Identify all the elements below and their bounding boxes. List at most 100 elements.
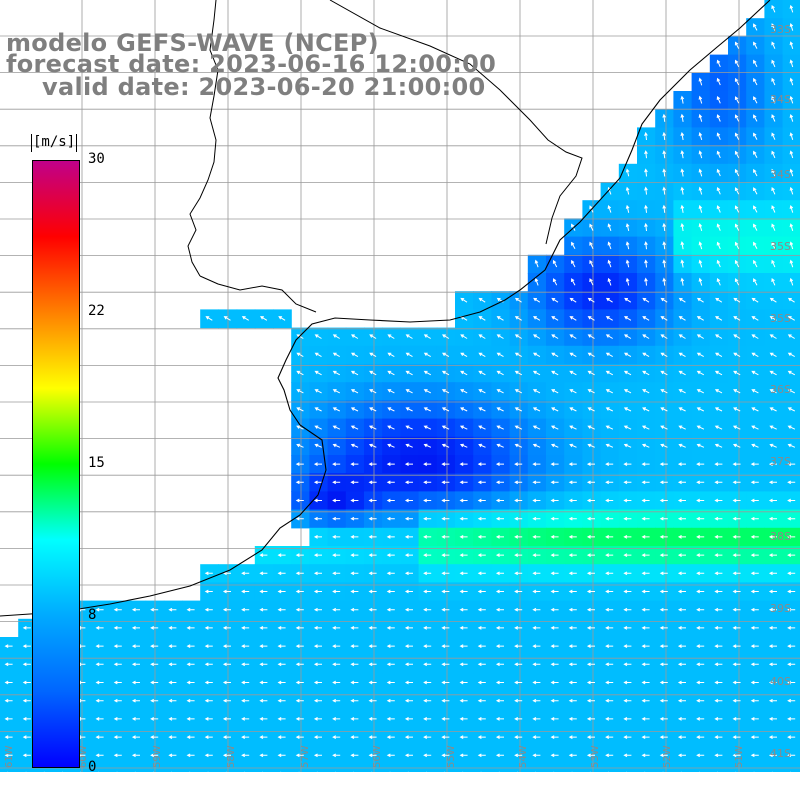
wind-arrow bbox=[787, 407, 796, 412]
wind-arrow bbox=[478, 352, 486, 358]
wind-arrow bbox=[423, 644, 432, 648]
latitude-label: 33S bbox=[770, 23, 791, 36]
wind-arrow bbox=[131, 662, 140, 667]
wind-arrow bbox=[769, 425, 777, 430]
wind-arrow bbox=[460, 352, 468, 358]
wind-arrow bbox=[113, 698, 122, 703]
wind-arrow bbox=[569, 316, 577, 321]
wind-arrow bbox=[644, 204, 648, 213]
wind-arrow bbox=[150, 662, 159, 667]
wind-arrow bbox=[442, 334, 450, 339]
wind-arrow bbox=[586, 698, 595, 703]
wind-arrow bbox=[768, 462, 777, 466]
wind-arrow bbox=[514, 480, 523, 485]
wind-arrow bbox=[113, 717, 122, 721]
wind-arrow bbox=[662, 150, 667, 159]
wind-arrow bbox=[186, 644, 195, 648]
wind-arrow bbox=[789, 132, 794, 140]
wind-arrow bbox=[313, 607, 322, 612]
wind-arrow bbox=[277, 753, 286, 758]
wind-arrow bbox=[607, 259, 612, 268]
wind-arrow bbox=[768, 535, 777, 539]
wind-arrow bbox=[662, 222, 667, 232]
wind-arrow bbox=[387, 389, 395, 394]
wind-arrow bbox=[459, 462, 468, 466]
wind-map[interactable]: 33S 34S 34S 35S 35S 36S 37S 38S 39S 40S 41S 61W 60W 5… bbox=[0, 0, 800, 772]
wind-arrow bbox=[753, 132, 758, 140]
wind-arrow bbox=[441, 607, 450, 612]
wind-arrow bbox=[750, 571, 759, 576]
wind-arrow bbox=[295, 498, 304, 503]
valid-date: valid date: 2023-06-20 21:00:00 bbox=[42, 73, 486, 101]
wind-arrow bbox=[277, 571, 286, 576]
wind-arrow bbox=[441, 370, 450, 376]
colorbar bbox=[32, 160, 80, 768]
wind-arrow bbox=[698, 186, 703, 195]
wind-arrow bbox=[734, 223, 740, 231]
wind-arrow bbox=[623, 735, 632, 739]
wind-arrow bbox=[644, 222, 648, 232]
wind-arrow bbox=[259, 753, 268, 758]
wind-arrow bbox=[423, 589, 432, 594]
wind-arrow bbox=[332, 443, 341, 448]
wind-arrow bbox=[404, 753, 413, 758]
wind-arrow bbox=[514, 698, 523, 703]
wind-arrow bbox=[404, 626, 413, 630]
wind-arrow bbox=[368, 607, 377, 612]
wind-arrow bbox=[477, 698, 486, 703]
wind-arrow bbox=[478, 443, 486, 448]
wind-arrow bbox=[386, 480, 395, 485]
wind-arrow bbox=[677, 498, 686, 503]
wind-arrow bbox=[477, 462, 486, 466]
wind-arrow bbox=[441, 389, 450, 394]
wind-arrow bbox=[586, 516, 595, 521]
wind-arrow bbox=[131, 753, 140, 758]
wind-arrow bbox=[568, 535, 577, 539]
wind-arrow bbox=[514, 389, 523, 394]
wind-arrow bbox=[768, 498, 777, 503]
wind-arrow bbox=[477, 480, 486, 485]
wind-arrow bbox=[733, 389, 741, 394]
wind-arrow bbox=[495, 480, 504, 485]
wind-arrow bbox=[514, 516, 523, 521]
wind-arrow bbox=[95, 644, 104, 648]
wind-arrow bbox=[404, 735, 413, 739]
wind-arrow bbox=[769, 370, 777, 376]
wind-arrow bbox=[605, 516, 614, 521]
wind-arrow bbox=[551, 316, 559, 321]
wind-arrow bbox=[350, 680, 359, 685]
wind-arrow bbox=[204, 735, 213, 739]
wind-arrow bbox=[532, 370, 541, 376]
wind-arrow bbox=[605, 480, 614, 485]
wind-arrow bbox=[787, 607, 796, 612]
wind-arrow bbox=[623, 662, 632, 667]
wind-arrow bbox=[387, 443, 395, 448]
wind-arrow bbox=[677, 680, 686, 685]
wind-arrow bbox=[624, 352, 632, 358]
wind-arrow bbox=[787, 698, 796, 703]
wind-arrow bbox=[605, 753, 614, 758]
wind-arrow bbox=[660, 352, 668, 358]
wind-arrow bbox=[477, 589, 486, 594]
wind-arrow bbox=[589, 278, 594, 286]
wind-arrow bbox=[625, 277, 630, 286]
wind-arrow bbox=[459, 717, 468, 721]
wind-arrow bbox=[313, 753, 322, 758]
wind-arrow bbox=[332, 480, 341, 485]
wind-arrow bbox=[533, 297, 541, 303]
wind-arrow bbox=[441, 735, 450, 739]
wind-arrow bbox=[350, 553, 359, 557]
wind-arrow bbox=[733, 407, 741, 412]
latitude-label: 37S bbox=[770, 455, 791, 468]
wind-arrow bbox=[660, 370, 668, 376]
wind-arrow bbox=[605, 498, 614, 503]
wind-arrow bbox=[678, 389, 686, 394]
wind-arrow bbox=[368, 662, 377, 667]
wind-arrow bbox=[386, 626, 395, 630]
wind-arrow bbox=[259, 626, 268, 630]
map-panel[interactable]: 33S 34S 34S 35S 35S 36S 37S 38S 39S 40S 41S 61W 60W 5… bbox=[0, 0, 800, 772]
wind-arrow bbox=[514, 498, 523, 503]
wind-arrow bbox=[222, 735, 231, 739]
wind-arrow bbox=[734, 41, 740, 49]
latitude-label: 35S bbox=[770, 312, 791, 325]
